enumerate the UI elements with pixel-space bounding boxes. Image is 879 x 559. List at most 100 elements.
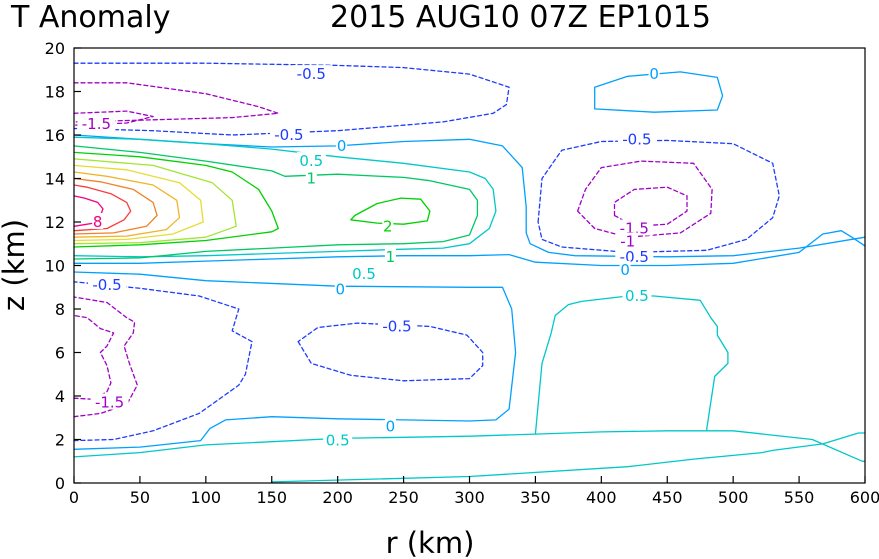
- contour-line-neg0p5-24: [537, 139, 780, 254]
- contour-line-5-13: [73, 171, 181, 238]
- contour-label-bg: [269, 126, 308, 142]
- x-tick-label: 550: [784, 488, 815, 507]
- contour-line-0-3: [73, 271, 517, 450]
- contour-line-neg0p5-21: [73, 62, 510, 136]
- contour-label-bg: [622, 287, 652, 303]
- contour-label: 0.5: [625, 287, 649, 305]
- contour-label-bg: [88, 276, 126, 293]
- contour-line-0-4: [73, 230, 866, 267]
- contour-line-0p5-0: [73, 430, 866, 462]
- x-tick-label: 0: [69, 488, 79, 507]
- chart-subtitle: 2015 AUG10 07Z EP1015: [330, 0, 711, 35]
- x-tick-label: 50: [130, 488, 150, 507]
- x-tick-label: 200: [322, 488, 353, 507]
- contour-label: 0.5: [352, 265, 376, 283]
- contour-label-bg: [378, 317, 416, 334]
- y-tick-label: 8: [55, 300, 65, 319]
- contour-label: 0: [337, 137, 347, 155]
- contour-label-bg: [90, 393, 129, 410]
- contour-label: 0: [336, 280, 346, 298]
- x-tick-label: 350: [520, 488, 551, 507]
- contour-label: 2: [383, 217, 393, 235]
- contour-label: 0: [386, 417, 396, 435]
- y-tick-label: 0: [55, 474, 65, 493]
- contour-label: 0.5: [326, 432, 350, 450]
- contour-line-0p5-1: [271, 432, 866, 483]
- contour-line-4-12: [73, 164, 204, 242]
- contour-label: 1: [307, 170, 317, 188]
- x-tick-label: 300: [454, 488, 485, 507]
- contour-label: -0.5: [382, 317, 411, 335]
- contour-label-bg: [615, 247, 654, 264]
- contour-line-2-10: [73, 151, 279, 248]
- contour-label-bg: [648, 65, 660, 82]
- contour-label: -1.5: [95, 394, 124, 412]
- contour-label-bg: [292, 65, 331, 82]
- y-tick-label: 12: [45, 213, 65, 232]
- contour-line-0p5-2: [534, 295, 729, 435]
- contour-line-neg0p5-17: [73, 281, 253, 442]
- contour-line-0p5-7: [73, 136, 497, 258]
- plot-frame: [73, 47, 866, 484]
- contour-label-bg: [617, 130, 656, 147]
- contours-layer: [73, 62, 866, 483]
- y-tick-label: 4: [55, 387, 65, 406]
- contour-label-bg: [77, 115, 116, 132]
- contour-label-bg: [619, 260, 631, 277]
- contour-line-neg1-22: [73, 82, 279, 123]
- contour-label-bg: [323, 431, 353, 448]
- x-tick-label: 100: [191, 488, 222, 507]
- y-axis-title: z (km): [0, 219, 31, 311]
- contour-label: -1.5: [82, 115, 111, 133]
- contour-label-bg: [334, 280, 346, 297]
- x-tick-label: 600: [850, 488, 879, 507]
- contour-label-bg: [384, 247, 396, 264]
- contour-line-neg1p5-26: [613, 186, 688, 227]
- contour-label: 0.5: [299, 152, 323, 170]
- contour-line-neg1p5-23: [73, 110, 154, 126]
- contour-line-0-6: [594, 71, 724, 113]
- contour-label-bg: [92, 213, 104, 229]
- contour-line-7-15: [73, 184, 132, 232]
- contour-line-1-8: [73, 145, 479, 260]
- chart-title: T Anomaly: [10, 0, 170, 35]
- x-tick-label: 150: [256, 488, 287, 507]
- contour-line-neg1p5-19: [73, 314, 115, 400]
- y-tick-label: 10: [45, 257, 65, 276]
- contour-label-bg: [305, 169, 317, 186]
- contour-label-bg: [617, 232, 638, 249]
- contour-line-neg1-25: [576, 160, 713, 238]
- contour-line-3-11: [73, 158, 237, 245]
- contour-label-bg: [615, 219, 654, 236]
- y-tick-label: 16: [45, 126, 65, 145]
- contour-label: -0.5: [92, 276, 121, 294]
- y-tick-label: 2: [55, 431, 65, 450]
- contour-label: 8: [93, 213, 103, 231]
- contour-label-bg: [349, 265, 379, 282]
- y-axis: 0 2 4 6 8 10 12 14 16 18 20: [45, 39, 81, 493]
- contour-label-bg: [384, 417, 396, 434]
- contour-label: 0: [649, 65, 659, 83]
- x-axis-title: r (km): [386, 526, 475, 559]
- x-tick-label: 450: [652, 488, 683, 507]
- y-tick-label: 14: [45, 170, 65, 189]
- x-tick-label: 400: [586, 488, 617, 507]
- y-tick-label: 6: [55, 344, 65, 363]
- y-tick-label: 20: [45, 39, 65, 58]
- contour-label-bg: [296, 152, 326, 169]
- contour-label-bg: [382, 217, 394, 234]
- contour-label: 0: [620, 261, 630, 279]
- contour-label: -0.5: [297, 65, 326, 83]
- contour-label: -0.5: [622, 130, 651, 148]
- contour-line-0-5: [73, 134, 866, 258]
- contour-line-6-14: [73, 177, 158, 235]
- y-tick-label: 18: [45, 83, 65, 102]
- contour-label: -1: [620, 233, 635, 251]
- x-axis: 0 50 100 150 200 250 300 350 400 450 500 550 600: [69, 476, 879, 507]
- contour-line-neg0p5-20: [297, 322, 484, 382]
- contour-label: -0.5: [274, 126, 303, 144]
- contour-label-bg: [336, 136, 348, 153]
- x-tick-label: 500: [718, 488, 749, 507]
